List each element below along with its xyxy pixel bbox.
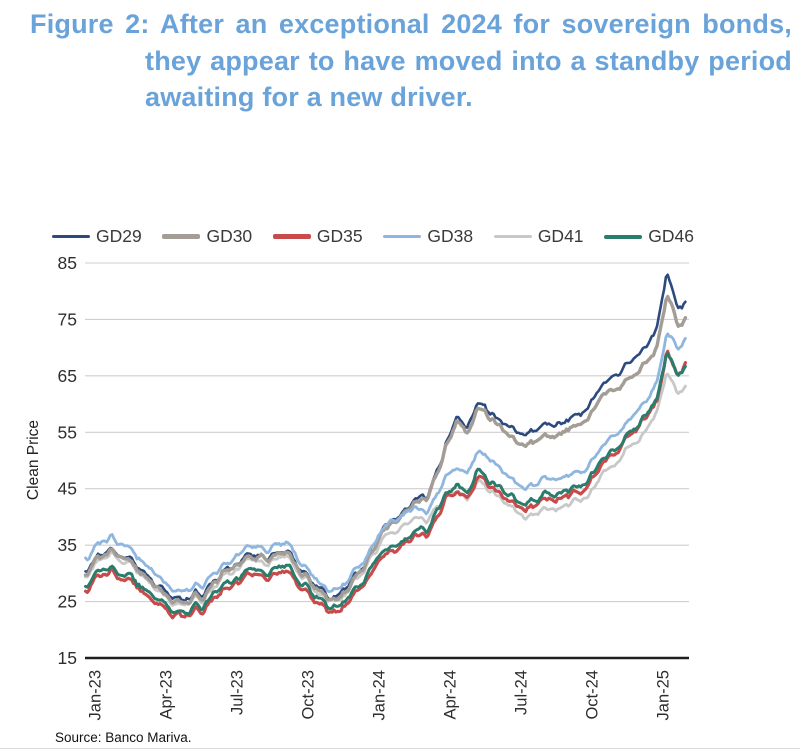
- figure-title: Figure 2: After an exceptional 2024 for …: [30, 9, 792, 113]
- legend-swatch-gd30: [162, 234, 201, 239]
- legend-item-gd46: GD46: [604, 226, 694, 247]
- y-tick-label-45: 45: [58, 479, 77, 499]
- y-tick-label-55: 55: [58, 422, 77, 442]
- source-note: Source: Banco Mariva.: [55, 730, 192, 745]
- x-tick-label-jan-23: Jan-23: [87, 670, 105, 720]
- x-tick-label-jul-23: Jul-23: [228, 670, 246, 715]
- legend-item-gd29: GD29: [52, 226, 142, 247]
- legend-swatch-gd35: [272, 234, 311, 239]
- bottom-divider: [0, 748, 800, 749]
- y-axis-title: Clean Price: [25, 420, 42, 500]
- x-tick-label-jan-24: Jan-24: [370, 670, 388, 720]
- series-line-gd46: [84, 352, 687, 616]
- y-tick-label-25: 25: [58, 592, 77, 612]
- legend-label: GD46: [648, 226, 694, 246]
- y-tick-label-35: 35: [58, 535, 77, 555]
- legend-item-gd35: GD35: [272, 226, 363, 247]
- price-chart: 85 75 65 55 45 35 25 15 Clean Price Jan-23 Apr-23 J…: [25, 253, 689, 720]
- legend-label: GD29: [96, 226, 142, 246]
- legend-item-gd41: GD41: [493, 226, 584, 247]
- series-line-gd38: [84, 332, 687, 593]
- series-line-gd30: [83, 294, 688, 606]
- chart-legend: GD29 GD30 GD35 GD38 GD41 GD46: [52, 226, 694, 247]
- legend-label: GD35: [316, 226, 363, 246]
- x-tick-label-apr-24: Apr-24: [441, 670, 459, 720]
- legend-item-gd38: GD38: [383, 226, 473, 247]
- legend-label: GD41: [537, 226, 584, 246]
- x-tick-label-oct-24: Oct-24: [583, 670, 601, 720]
- x-tick-label-oct-23: Oct-23: [299, 670, 317, 720]
- x-tick-label-apr-23: Apr-23: [157, 670, 175, 720]
- y-tick-label-85: 85: [58, 253, 77, 273]
- legend-label: GD38: [427, 226, 474, 246]
- y-tick-label-15: 15: [58, 648, 77, 668]
- y-tick-label-65: 65: [58, 366, 77, 386]
- x-tick-label-jul-24: Jul-24: [512, 670, 530, 715]
- legend-swatch-gd46: [604, 234, 643, 239]
- legend-swatch-gd38: [383, 234, 422, 239]
- y-tick-label-75: 75: [58, 309, 77, 329]
- legend-item-gd30: GD30: [162, 226, 252, 247]
- x-tick-label-jan-25: Jan-25: [654, 670, 672, 720]
- series-line-gd29: [84, 273, 687, 603]
- legend-swatch-gd41: [493, 234, 532, 239]
- legend-swatch-gd29: [52, 234, 90, 239]
- series-line-gd35: [83, 349, 687, 620]
- legend-label: GD30: [206, 226, 253, 246]
